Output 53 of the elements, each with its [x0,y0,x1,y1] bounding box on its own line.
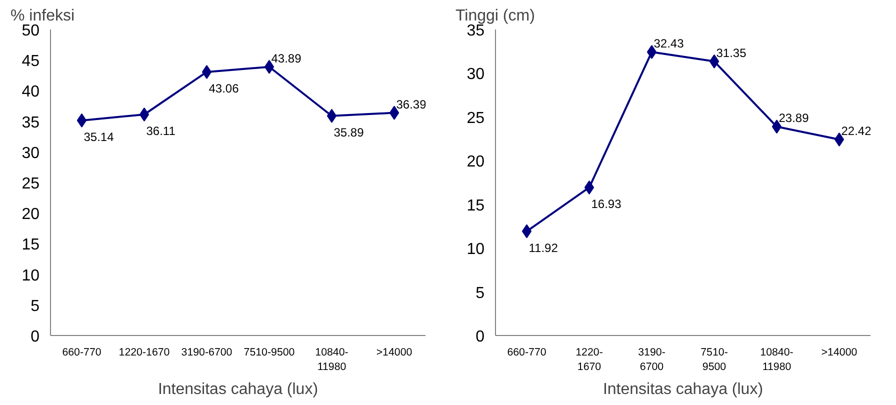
y-tick-label: 10 [466,241,485,258]
y-axis-title: % infeksi [10,8,75,24]
x-axis-title: Intensitas cahaya (lux) [602,380,764,398]
data-label: 43.89 [271,51,302,66]
y-tick-label: 30 [466,66,485,84]
y-tick-label: 25 [22,176,40,192]
point [139,108,150,122]
x-tick-label: 1220-1670 [118,346,170,358]
y-tick-label: 50 [22,22,40,40]
y-tick-label: 35 [466,22,485,40]
x-tick-label: 1220- 1670 [576,346,604,373]
y-tick-label: 10 [22,267,40,284]
x-tick-label: 3190-6700 [181,346,232,358]
x-tick-label: >14000 [376,346,412,358]
y-tick-label: 15 [466,197,485,214]
data-label: 31.35 [716,46,747,60]
y-axis-title: Tinggi (cm) [456,8,535,24]
point [326,108,337,123]
y-tick-label: 20 [22,206,40,224]
y-tick-label: 45 [22,53,40,70]
y-tick-label: 5 [30,298,40,315]
point [76,113,87,128]
data-label: 11.92 [528,240,558,255]
y-tick-label: 20 [466,154,485,171]
data-label: 35.14 [84,130,114,144]
y-tick-label: 35 [22,114,40,132]
x-tick-label: 7510- 9500 [700,346,728,373]
point [202,64,212,79]
point [584,180,594,194]
data-label: 22.42 [841,124,872,138]
data-label: 23.89 [778,111,810,126]
x-tick-label: 3190- 6700 [638,346,666,373]
x-tick-label: 10840- 11980 [315,346,349,373]
y-tick-label: 15 [22,236,40,254]
data-label: 32.43 [654,36,684,50]
x-axis-title: Intensitas cahaya (lux) [158,380,318,398]
x-tick-label: 7510-9500 [244,346,295,358]
data-label: 16.93 [591,196,622,211]
y-tick-label: 0 [30,328,40,346]
x-tick-label: >14000 [821,346,858,358]
y-tick-label: 25 [466,110,485,127]
x-tick-label: 660-770 [507,346,546,358]
x-tick-label: 10840- 11980 [760,346,794,373]
y-tick-label: 40 [22,84,40,101]
y-tick-label: 0 [476,328,485,346]
point [522,224,532,238]
data-label: 36.11 [146,124,176,138]
y-tick-label: 5 [476,284,485,302]
y-tick-label: 30 [22,144,40,162]
data-label: 43.06 [208,81,240,96]
x-tick-label: 660-770 [62,346,102,358]
data-label: 35.89 [334,125,364,140]
data-label: 36.39 [396,97,427,112]
